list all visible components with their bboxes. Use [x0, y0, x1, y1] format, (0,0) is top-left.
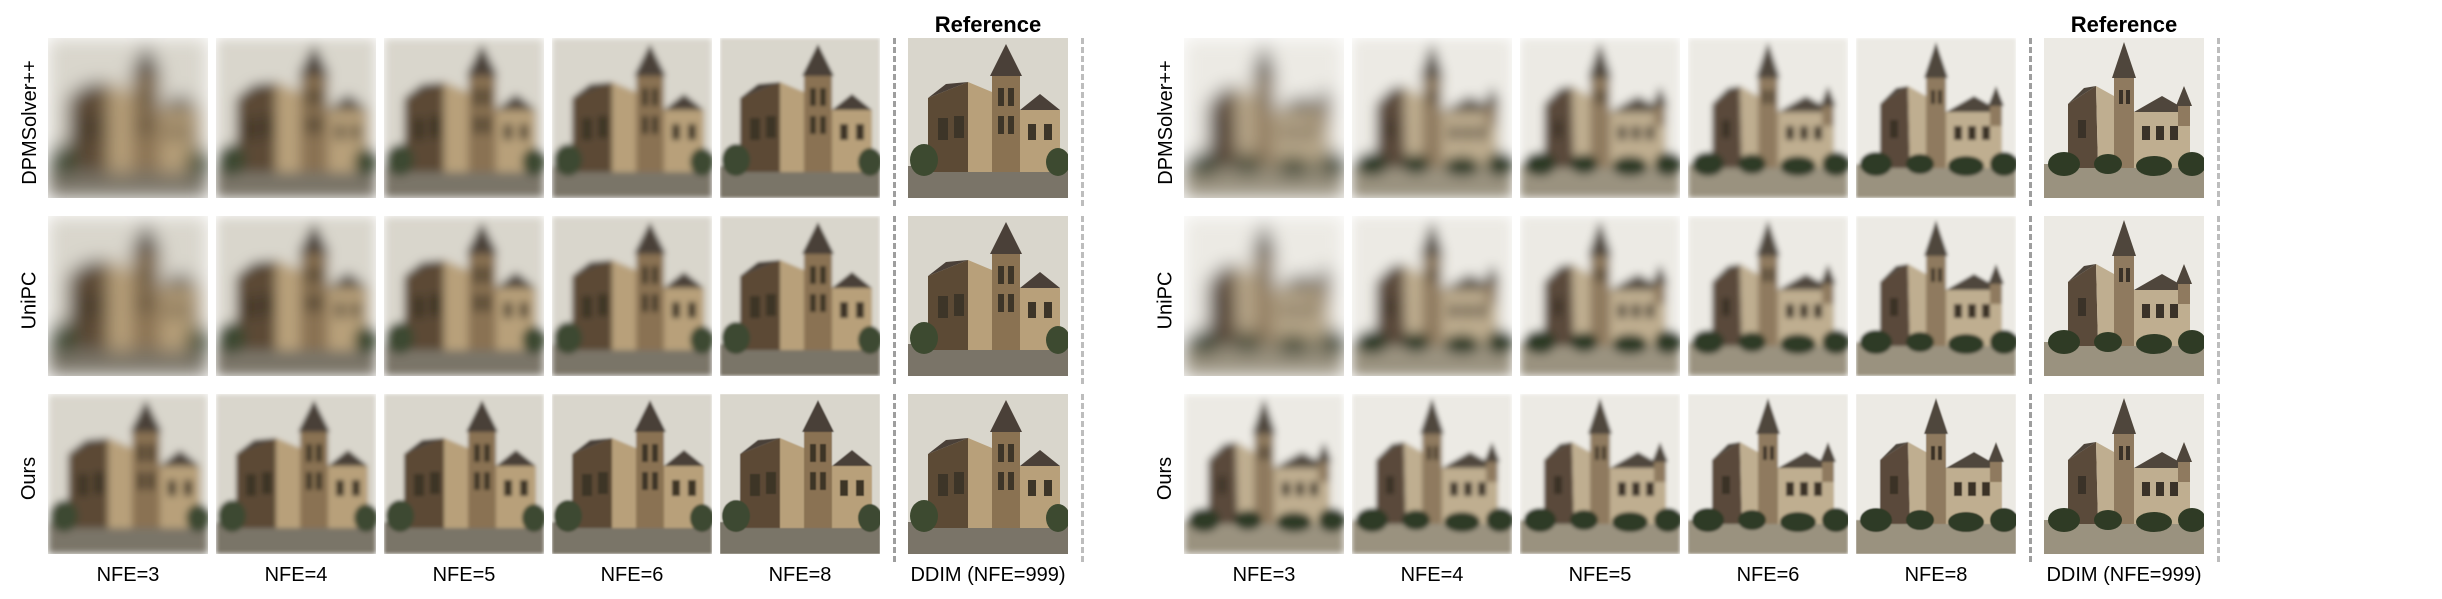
image-strip [48, 394, 1088, 562]
sample-image [1184, 38, 1344, 198]
sample-image [48, 216, 208, 376]
method-row-ours: Ours [1148, 394, 2224, 562]
reference-image [908, 394, 1068, 554]
sample-image [384, 394, 544, 554]
panel-edge-divider [2212, 38, 2224, 206]
image-strip [1184, 394, 2224, 562]
sample-image [1688, 38, 1848, 198]
sample-image [1352, 38, 1512, 198]
panel-edge-divider [2212, 216, 2224, 384]
sample-image [552, 38, 712, 198]
row-label: Ours [1148, 467, 1184, 490]
sample-image [1856, 394, 2016, 554]
panel-a-rows: DPMSolver++ [12, 38, 1088, 562]
row-label-text: UniPC [19, 271, 42, 329]
method-row-dpmsolverplusplus: DPMSolver++ [12, 38, 1088, 206]
sample-image [1352, 216, 1512, 376]
reference-divider [2024, 38, 2036, 206]
row-label: UniPC [12, 289, 48, 312]
panel-church-a: Reference DPMSolver++ [12, 12, 1088, 587]
sample-image [552, 394, 712, 554]
reference-image [908, 38, 1068, 198]
sample-image [216, 394, 376, 554]
method-row-ours: Ours [12, 394, 1088, 562]
sample-image [48, 38, 208, 198]
panel-b-col-labels: NFE=3 NFE=4 NFE=5 NFE=6 NFE=8 DDIM (NFE=… [1184, 564, 2224, 587]
panel-a-col-labels: NFE=3 NFE=4 NFE=5 NFE=6 NFE=8 DDIM (NFE=… [48, 564, 1088, 587]
reference-image [908, 216, 1068, 376]
panel-edge-divider [2212, 394, 2224, 562]
figure-comparison: Reference DPMSolver++ [12, 12, 2430, 587]
col-label-nfe8: NFE=8 [720, 564, 880, 587]
col-label-nfe6: NFE=6 [552, 564, 712, 587]
row-label-text: Ours [1155, 456, 1178, 499]
reference-image [2044, 38, 2204, 198]
row-label: UniPC [1148, 289, 1184, 312]
panel-b-rows: DPMSolver++ [1148, 38, 2224, 562]
col-label-nfe5: NFE=5 [384, 564, 544, 587]
col-label-nfe4-b: NFE=4 [1352, 564, 1512, 587]
sample-image [216, 38, 376, 198]
panel-a-header: Reference [48, 12, 1088, 38]
col-label-nfe4: NFE=4 [216, 564, 376, 587]
col-label-ddim-a: DDIM (NFE=999) [908, 564, 1068, 587]
col-label-nfe3-b: NFE=3 [1184, 564, 1344, 587]
sample-image [1856, 216, 2016, 376]
reference-image [2044, 216, 2204, 376]
col-label-nfe3: NFE=3 [48, 564, 208, 587]
reference-image [2044, 394, 2204, 554]
sample-image [720, 38, 880, 198]
sample-image [1856, 38, 2016, 198]
reference-divider [888, 216, 900, 384]
row-label-text: DPMSolver++ [19, 60, 42, 185]
reference-divider [888, 38, 900, 206]
sample-image [720, 394, 880, 554]
sample-image [1520, 38, 1680, 198]
image-strip [48, 38, 1088, 206]
reference-header-b: Reference [2044, 12, 2204, 38]
sample-image [48, 394, 208, 554]
col-label-nfe8-b: NFE=8 [1856, 564, 2016, 587]
panel-edge-divider [1076, 216, 1088, 384]
row-label: DPMSolver++ [1148, 111, 1184, 134]
sample-image [1520, 394, 1680, 554]
reference-divider [888, 394, 900, 562]
col-label-nfe6-b: NFE=6 [1688, 564, 1848, 587]
row-label-text: UniPC [1155, 271, 1178, 329]
method-row-dpmsolverplusplus: DPMSolver++ [1148, 38, 2224, 206]
image-strip [1184, 38, 2224, 206]
reference-divider [2024, 216, 2036, 384]
method-row-unipc: UniPC [12, 216, 1088, 384]
image-strip [48, 216, 1088, 384]
row-label: DPMSolver++ [12, 111, 48, 134]
col-label-ddim-b: DDIM (NFE=999) [2044, 564, 2204, 587]
sample-image [1184, 216, 1344, 376]
sample-image [1688, 394, 1848, 554]
sample-image [216, 216, 376, 376]
sample-image [384, 216, 544, 376]
panel-church-b: Reference DPMSolver++ [1148, 12, 2224, 587]
col-label-nfe5-b: NFE=5 [1520, 564, 1680, 587]
sample-image [720, 216, 880, 376]
row-label-text: Ours [19, 456, 42, 499]
reference-divider [2024, 394, 2036, 562]
row-label: Ours [12, 467, 48, 490]
sample-image [1184, 394, 1344, 554]
method-row-unipc: UniPC [1148, 216, 2224, 384]
panel-edge-divider [1076, 394, 1088, 562]
sample-image [1352, 394, 1512, 554]
reference-header-a: Reference [908, 12, 1068, 38]
sample-image [384, 38, 544, 198]
sample-image [1688, 216, 1848, 376]
sample-image [552, 216, 712, 376]
row-label-text: DPMSolver++ [1155, 60, 1178, 185]
image-strip [1184, 216, 2224, 384]
panel-edge-divider [1076, 38, 1088, 206]
panel-b-header: Reference [1184, 12, 2224, 38]
sample-image [1520, 216, 1680, 376]
